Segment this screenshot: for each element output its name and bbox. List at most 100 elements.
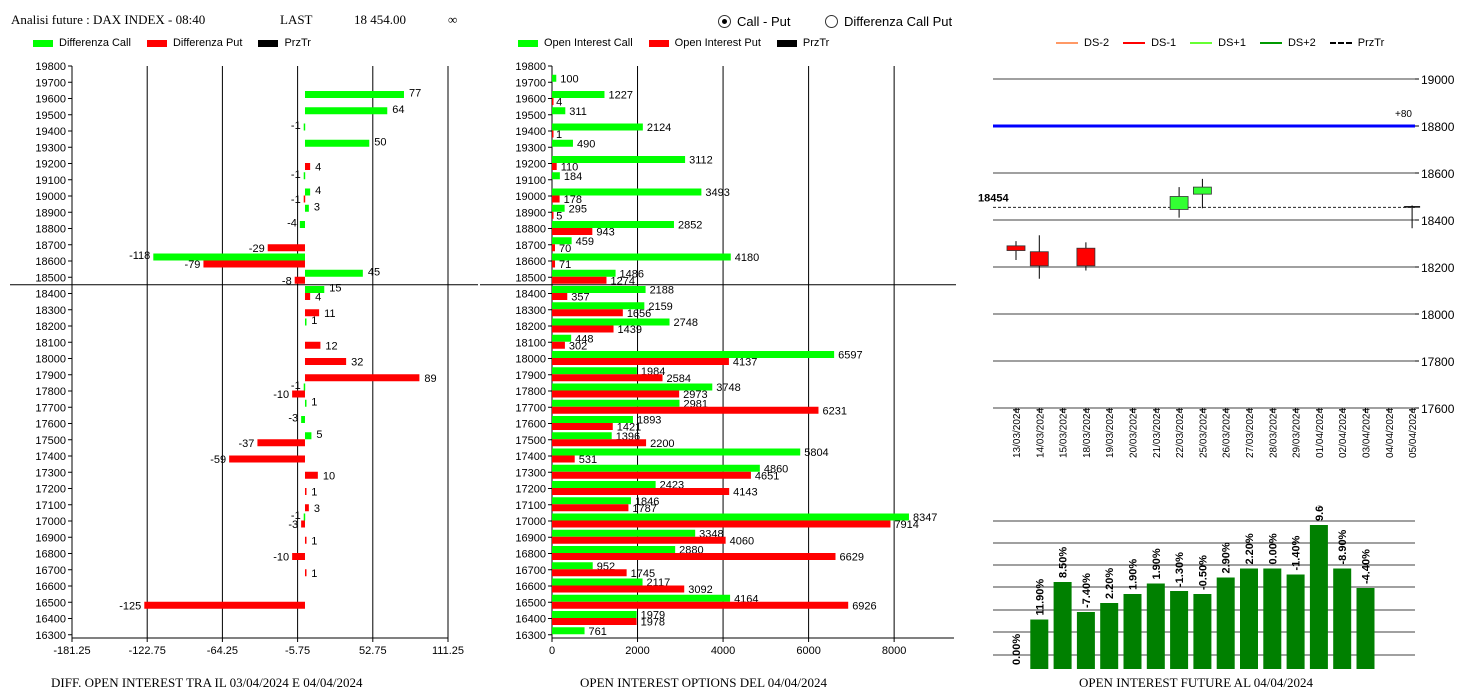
bar-put bbox=[552, 553, 836, 560]
y-tick-label: 19300 bbox=[515, 142, 546, 154]
candle-body bbox=[1169, 196, 1189, 210]
pct-label: -4.40% bbox=[1361, 549, 1373, 584]
radio-dot-icon[interactable] bbox=[718, 15, 731, 28]
bar-call bbox=[304, 188, 311, 196]
bar-call bbox=[552, 367, 637, 375]
bar-put bbox=[552, 390, 680, 398]
y-tick-label: 18100 bbox=[35, 337, 66, 349]
bar-call bbox=[304, 286, 325, 293]
y-tick-label: 16600 bbox=[515, 581, 546, 593]
y-tick-label: 19200 bbox=[35, 159, 66, 171]
y-tick-label: 16400 bbox=[35, 614, 66, 626]
bar-label: 1745 bbox=[631, 568, 655, 580]
radio-call-put[interactable]: Call - Put bbox=[718, 14, 790, 29]
pct-bar bbox=[1053, 582, 1072, 669]
y-tick-label: 18500 bbox=[35, 272, 66, 284]
bar-label: 5 bbox=[316, 429, 322, 441]
bar-label: 4143 bbox=[733, 487, 757, 499]
x-tick-label: 21/03/2024 bbox=[1152, 408, 1163, 458]
bar-put bbox=[552, 618, 637, 625]
y-tick-label: 19800 bbox=[35, 61, 66, 73]
bar-label: 1979 bbox=[641, 610, 665, 622]
bar-call bbox=[552, 269, 616, 277]
bar-call bbox=[552, 383, 713, 391]
x-tick-label: 19/03/2024 bbox=[1105, 408, 1116, 458]
bar-label: 6597 bbox=[838, 350, 862, 362]
bar-label: 4651 bbox=[755, 470, 779, 482]
bar-call bbox=[552, 74, 557, 82]
y-tick-label: 18200 bbox=[515, 321, 546, 333]
bar-call bbox=[552, 562, 593, 570]
bar-call bbox=[552, 546, 676, 553]
y-tick-label: 17600 bbox=[35, 419, 66, 431]
x-tick-label: 29/03/2024 bbox=[1292, 408, 1303, 458]
legend-label: Differenza Put bbox=[172, 37, 243, 49]
pct-label: 9.60% bbox=[1314, 505, 1326, 521]
x-tick-label: 05/04/2024 bbox=[1408, 408, 1419, 458]
bar-label: 1 bbox=[311, 396, 317, 408]
y-tick-label: 16400 bbox=[515, 614, 546, 626]
bar-label: 6629 bbox=[839, 552, 863, 564]
infinity-icon[interactable]: ∞ bbox=[448, 12, 458, 27]
candle-body bbox=[1029, 251, 1049, 267]
pct-bar bbox=[1193, 594, 1212, 669]
y-tick-label: 16300 bbox=[515, 630, 546, 642]
candle-body bbox=[1192, 186, 1212, 195]
pct-bar bbox=[1263, 568, 1282, 669]
footer-middle: OPEN INTEREST OPTIONS DEL 04/04/2024 bbox=[580, 675, 827, 690]
bar-label: -1 bbox=[291, 380, 301, 392]
pct-bar bbox=[1309, 525, 1328, 669]
legend-right: DS-2 DS-1 DS+1 DS+2 PrzTr bbox=[1056, 37, 1384, 49]
bar-put bbox=[552, 585, 685, 593]
bar-put bbox=[304, 569, 307, 577]
y-tick-label: 18300 bbox=[35, 305, 66, 317]
radio-differenza-call-put[interactable]: Differenza Call Put bbox=[825, 14, 952, 29]
bar-put bbox=[552, 374, 663, 382]
bar-put bbox=[292, 390, 305, 398]
bar-label: 2852 bbox=[678, 220, 702, 232]
bar-label: 311 bbox=[569, 106, 587, 118]
x-tick-label: 0 bbox=[549, 645, 555, 657]
x-tick-label: 02/04/2024 bbox=[1338, 408, 1349, 458]
y-tick-label: 17100 bbox=[515, 500, 546, 512]
bar-call bbox=[304, 204, 309, 212]
bar-call bbox=[304, 91, 404, 98]
y-tick-label: 17400 bbox=[35, 451, 66, 463]
pct-label: 11.90% bbox=[1034, 579, 1046, 616]
bar-put bbox=[304, 374, 420, 382]
bar-label: 110 bbox=[561, 162, 579, 174]
bar-call bbox=[552, 416, 633, 423]
y-tick-label: 19200 bbox=[515, 159, 546, 171]
bar-call bbox=[304, 432, 312, 440]
radio-dot-icon[interactable] bbox=[825, 15, 838, 28]
y-tick-label: 17400 bbox=[515, 451, 546, 463]
bar-label: 6926 bbox=[852, 600, 876, 612]
x-tick-label: 18/03/2024 bbox=[1082, 408, 1093, 458]
bar-call bbox=[552, 611, 637, 618]
pct-bar bbox=[1123, 594, 1142, 669]
bar-call bbox=[552, 237, 572, 245]
y-tick-label: 16800 bbox=[515, 549, 546, 561]
y-tick-label: 16500 bbox=[35, 597, 66, 609]
pct-bar bbox=[1030, 619, 1049, 669]
legend-line bbox=[1259, 42, 1282, 44]
bar-put bbox=[552, 455, 575, 463]
pct-label: 2.20% bbox=[1104, 568, 1116, 599]
bar-label: 45 bbox=[368, 266, 380, 278]
x-tick-label: 22/03/2024 bbox=[1175, 408, 1186, 458]
bar-label: 357 bbox=[571, 292, 589, 304]
bar-put bbox=[144, 601, 305, 609]
bar-label: 5804 bbox=[804, 447, 828, 459]
y-tick-label: 18700 bbox=[35, 240, 66, 252]
y-tick-label: 19500 bbox=[515, 110, 546, 122]
y-tick-label: 17000 bbox=[35, 516, 66, 528]
bar-label: 761 bbox=[589, 626, 607, 638]
pct-bar bbox=[1333, 568, 1352, 669]
y-tick-label: 19100 bbox=[35, 175, 66, 187]
oi-chart: 19800 19700 19600 19500 19400 19300 19200 19100… bbox=[480, 61, 956, 657]
x-tick-label: 6000 bbox=[796, 645, 820, 657]
bar-call bbox=[299, 221, 305, 228]
bar-label: 295 bbox=[569, 203, 587, 215]
pct-bar bbox=[1170, 591, 1189, 669]
pct-label: 8.50% bbox=[1058, 547, 1070, 578]
